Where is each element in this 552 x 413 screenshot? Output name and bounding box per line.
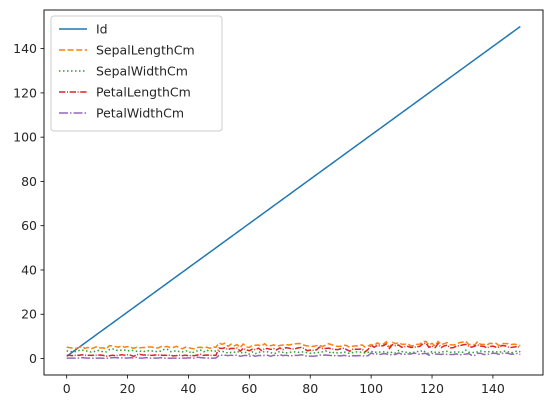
x-tick-label: 120 (420, 381, 444, 396)
legend-label-sepallengthcm: SepalLengthCm (96, 43, 195, 58)
y-tick-label: 40 (21, 262, 37, 277)
legend-label-petallengthcm: PetalLengthCm (96, 85, 191, 100)
legend-box (50, 15, 223, 132)
y-tick-label: 140 (13, 41, 37, 56)
legend-label-sepalwidthcm: SepalWidthCm (96, 64, 188, 79)
y-tick-label: 100 (13, 130, 37, 145)
plot-frame (43, 9, 544, 376)
series-line-id (66, 25, 521, 357)
x-tick-label: 40 (181, 381, 197, 396)
x-tick-label: 100 (359, 381, 383, 396)
x-tick-label: 140 (481, 381, 505, 396)
y-tick-label: 20 (21, 307, 37, 322)
x-tick-label: 60 (241, 381, 257, 396)
x-tick-label: 0 (63, 381, 71, 396)
legend-label-id: Id (96, 22, 108, 37)
y-axis: 0 20 40 60 80 100 120 140 (13, 41, 44, 366)
x-axis: 0 20 40 60 80 100 120 140 (63, 375, 505, 396)
legend: Id SepalLengthCm SepalWidthCm PetalLengthCm… (50, 15, 223, 132)
y-tick-label: 80 (21, 174, 37, 189)
series-layer (66, 25, 521, 360)
y-tick-label: 60 (21, 218, 37, 233)
legend-label-petalwidthcm: PetalWidthCm (96, 106, 184, 121)
y-tick-label: 0 (29, 351, 37, 366)
y-tick-label: 120 (13, 85, 37, 100)
series-line-petalwidthcm (66, 352, 521, 360)
x-tick-label: 80 (302, 381, 318, 396)
x-tick-label: 20 (120, 381, 136, 396)
series-line-petallengthcm (66, 342, 521, 358)
series-line-sepallengthcm (66, 340, 521, 350)
